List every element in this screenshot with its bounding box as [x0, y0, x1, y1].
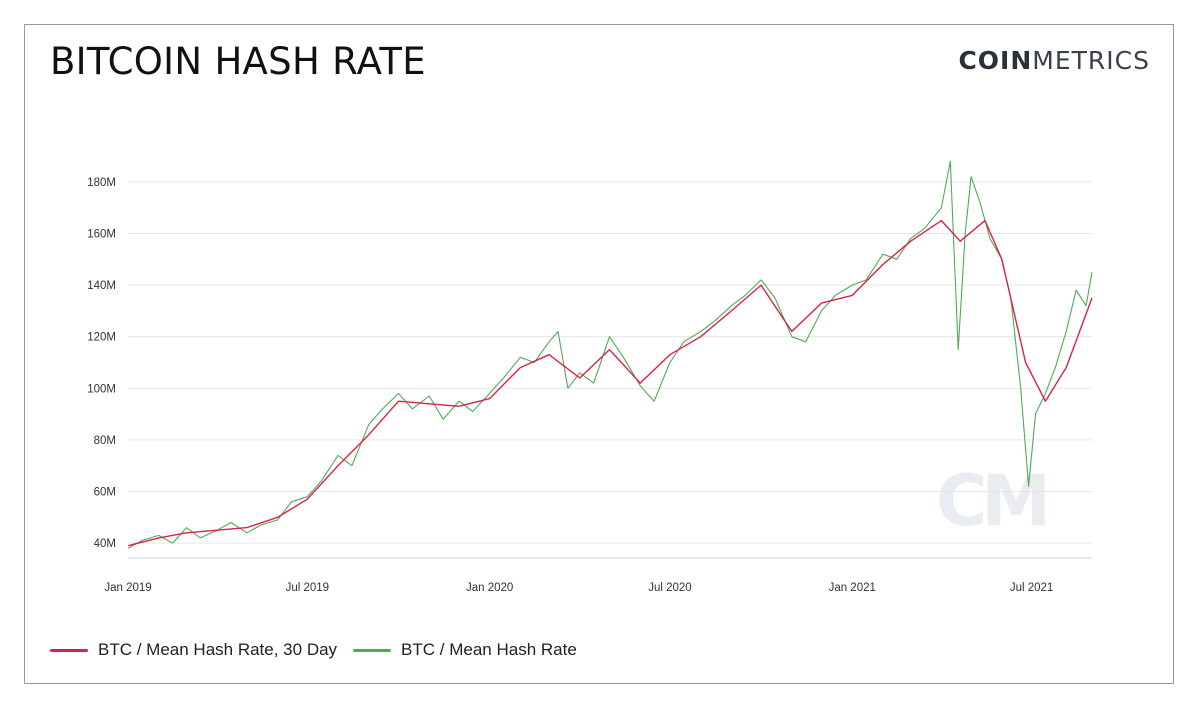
- y-tick-label: 100M: [87, 383, 116, 395]
- brand-logo: COINMETRICS: [958, 46, 1150, 75]
- y-tick-label: 120M: [87, 332, 116, 344]
- x-tick-label: Jul 2020: [648, 582, 691, 594]
- x-tick-label: Jul 2019: [286, 582, 329, 594]
- chart-frame: [24, 24, 1174, 684]
- legend: BTC / Mean Hash Rate, 30 Day BTC / Mean …: [50, 640, 593, 660]
- brand-logo-light: METRICS: [1032, 46, 1150, 75]
- y-tick-label: 180M: [87, 177, 116, 189]
- y-tick-label: 80M: [94, 435, 116, 447]
- legend-item-raw[interactable]: BTC / Mean Hash Rate: [353, 640, 577, 660]
- x-axis-ticks: Jan 2019 Jul 2019 Jan 2020 Jul 2020 Jan 2021…: [104, 582, 1053, 594]
- grid-lines: [128, 181, 1092, 559]
- chart-title: BITCOIN HASH RATE: [50, 40, 426, 83]
- legend-label-raw: BTC / Mean Hash Rate: [401, 640, 577, 659]
- legend-item-ma30[interactable]: BTC / Mean Hash Rate, 30 Day: [50, 640, 337, 660]
- y-axis-ticks: 40M 60M 80M 100M 120M 140M 160M 180M: [87, 177, 116, 550]
- legend-swatch-raw: [353, 648, 392, 652]
- x-tick-label: Jan 2021: [829, 582, 876, 594]
- legend-label-ma30: BTC / Mean Hash Rate, 30 Day: [98, 640, 338, 659]
- x-tick-label: Jul 2021: [1010, 582, 1053, 594]
- y-tick-label: 140M: [87, 280, 116, 292]
- x-tick-label: Jan 2019: [104, 582, 151, 594]
- series-lines: [127, 160, 1093, 549]
- x-tick-label: Jan 2020: [466, 582, 513, 594]
- y-tick-label: 160M: [87, 228, 116, 240]
- series-line-raw: [127, 160, 1093, 549]
- y-tick-label: 60M: [94, 486, 116, 498]
- y-tick-label: 40M: [94, 538, 116, 550]
- brand-logo-bold: COIN: [958, 46, 1033, 75]
- legend-swatch-ma30: [50, 648, 88, 652]
- series-line-ma30: [127, 219, 1093, 547]
- watermark-logo: CM: [936, 460, 1051, 542]
